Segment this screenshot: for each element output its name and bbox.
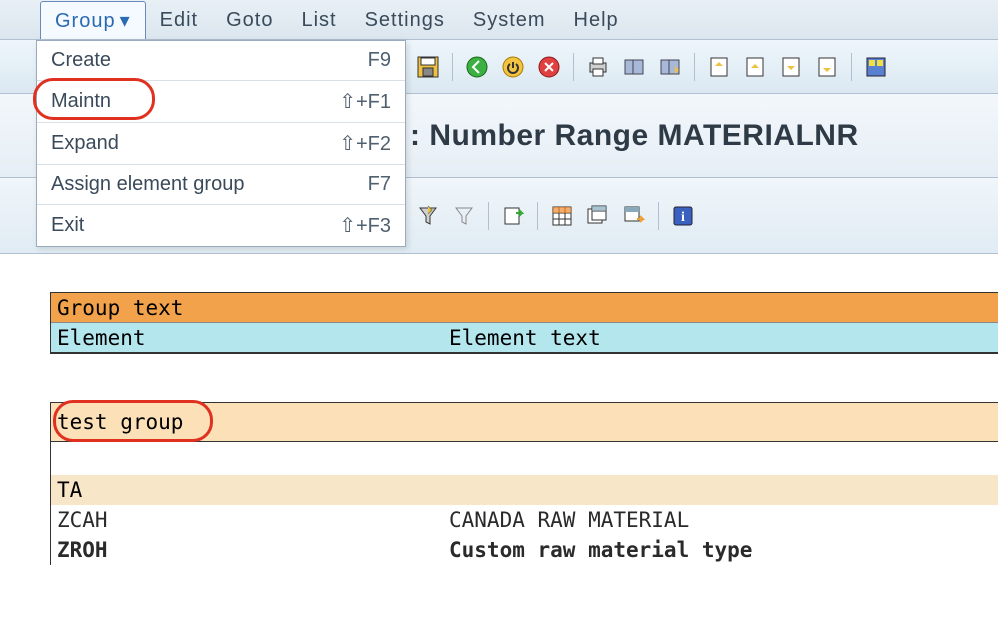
panel-subheader-row: Element Element text — [51, 323, 998, 353]
grid-swap-icon[interactable] — [622, 204, 646, 228]
group-name: test group — [51, 410, 443, 434]
menu-edit[interactable]: Edit — [146, 3, 212, 38]
print-icon[interactable] — [586, 55, 610, 79]
group-dropdown: Create F9 Maintn ⇧+F1 Expand ⇧+F2 Assign… — [36, 40, 406, 247]
menu-label: Edit — [160, 9, 198, 31]
menu-group[interactable]: Group▾ — [40, 1, 146, 39]
chevron-down-icon: ▾ — [120, 10, 131, 32]
element-header: Element — [51, 326, 443, 350]
element-id: ZROH — [51, 538, 443, 562]
content-area: Group text Element Element text test gro… — [0, 254, 998, 618]
next-page-icon[interactable] — [779, 55, 803, 79]
filter-off-icon[interactable] — [452, 204, 476, 228]
group-name-row[interactable]: test group — [51, 403, 998, 441]
dropdown-shortcut: ⇧+F1 — [339, 89, 391, 114]
menu-label: Goto — [226, 9, 273, 31]
find-next-icon[interactable] — [658, 55, 682, 79]
save-icon[interactable] — [416, 55, 440, 79]
dropdown-shortcut: F9 — [368, 49, 391, 72]
element-text: CANADA RAW MATERIAL — [443, 508, 998, 532]
table-row[interactable]: ZROH Custom raw material type — [51, 535, 998, 565]
group-sub: TA — [51, 478, 443, 502]
dropdown-shortcut: ⇧+F2 — [339, 131, 391, 156]
page-title: : Number Range MATERIALNR — [410, 119, 859, 153]
panel-header-row: Group text — [51, 293, 998, 323]
export-icon[interactable] — [501, 204, 525, 228]
menu-settings[interactable]: Settings — [351, 3, 459, 38]
grid-icon[interactable] — [550, 204, 574, 228]
group-panel: test group TA ZCAH CANADA RAW MATERIAL Z… — [50, 402, 998, 565]
group-text-header: Group text — [51, 296, 443, 320]
menu-label: Group — [55, 10, 116, 32]
menu-label: System — [473, 9, 546, 31]
dropdown-shortcut: F7 — [368, 173, 391, 196]
filter-icon[interactable] — [416, 204, 440, 228]
last-page-icon[interactable] — [815, 55, 839, 79]
table-row[interactable]: ZCAH CANADA RAW MATERIAL — [51, 505, 998, 535]
first-page-icon[interactable] — [707, 55, 731, 79]
header-panel: Group text Element Element text — [50, 292, 998, 354]
dropdown-shortcut: ⇧+F3 — [339, 213, 391, 238]
dropdown-item-create[interactable]: Create F9 — [37, 41, 405, 81]
dropdown-label: Maintn — [51, 90, 111, 113]
back-icon[interactable] — [465, 55, 489, 79]
element-text-header: Element text — [443, 326, 998, 350]
menu-list[interactable]: List — [287, 3, 350, 38]
dropdown-item-exit[interactable]: Exit ⇧+F3 — [37, 205, 405, 246]
menu-label: List — [301, 9, 336, 31]
info-icon[interactable]: i — [671, 204, 695, 228]
dropdown-item-maintn[interactable]: Maintn ⇧+F1 — [37, 81, 405, 123]
element-text: Custom raw material type — [443, 538, 998, 562]
svg-text:i: i — [681, 210, 685, 225]
dropdown-item-assign[interactable]: Assign element group F7 — [37, 165, 405, 205]
dropdown-label: Exit — [51, 214, 84, 237]
menu-goto[interactable]: Goto — [212, 3, 287, 38]
dropdown-label: Expand — [51, 132, 119, 155]
grid-multi-icon[interactable] — [586, 204, 610, 228]
dropdown-label: Assign element group — [51, 173, 244, 196]
cancel-icon[interactable] — [537, 55, 561, 79]
menu-help[interactable]: Help — [560, 3, 633, 38]
menu-system[interactable]: System — [459, 3, 560, 38]
menu-label: Settings — [365, 9, 445, 31]
layout-icon[interactable] — [864, 55, 888, 79]
prev-page-icon[interactable] — [743, 55, 767, 79]
exit-icon[interactable] — [501, 55, 525, 79]
element-id: ZCAH — [51, 508, 443, 532]
dropdown-label: Create — [51, 49, 111, 72]
group-subheader-row[interactable]: TA — [51, 475, 998, 505]
find-icon[interactable] — [622, 55, 646, 79]
menu-label: Help — [574, 9, 619, 31]
dropdown-item-expand[interactable]: Expand ⇧+F2 — [37, 123, 405, 165]
menubar: Group▾ Edit Goto List Settings System He… — [0, 0, 998, 40]
